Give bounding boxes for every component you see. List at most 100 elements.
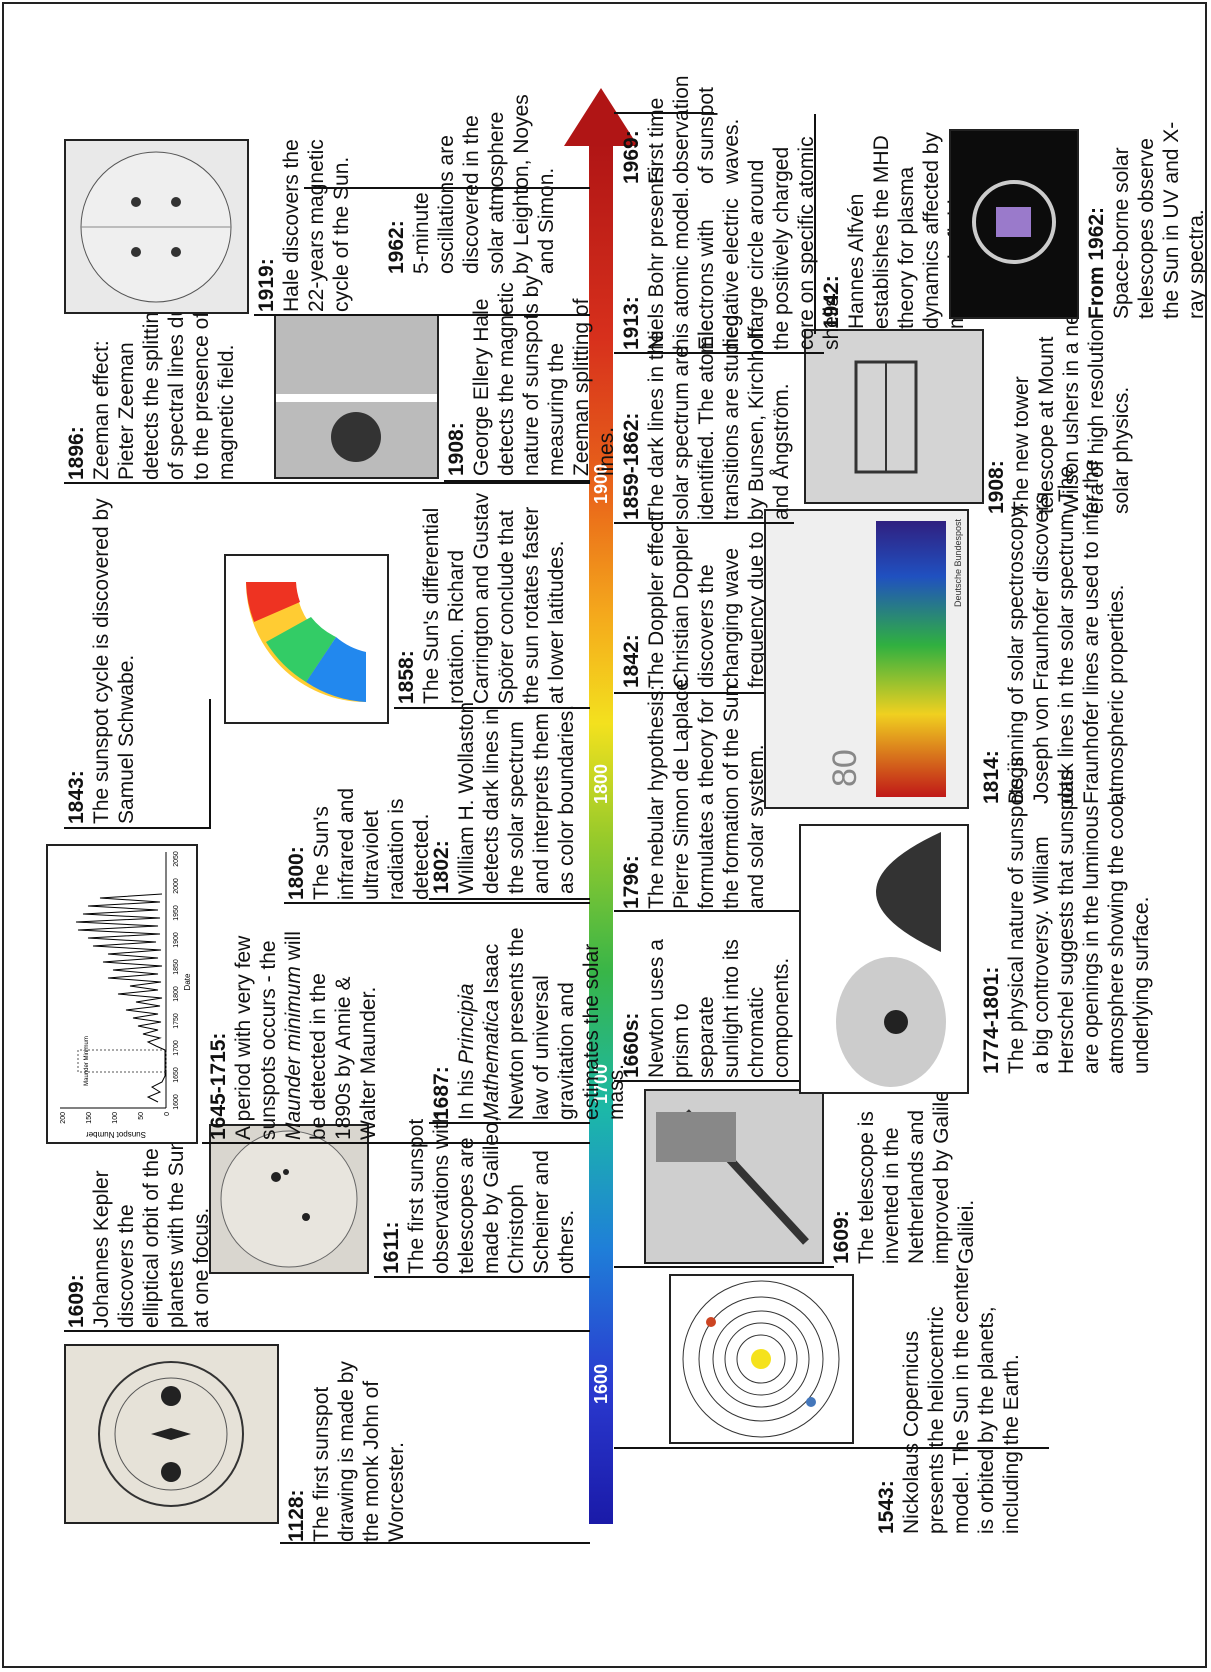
- event-1962-oscillations: 1962: 5-minute oscillations are discover…: [384, 84, 559, 274]
- event-year: From 1962:: [1085, 206, 1108, 319]
- connector-line: [64, 827, 209, 829]
- event-1687: 1687: In his Principia Mathematica Isaac…: [429, 920, 629, 1120]
- event-1969: 1969: First time observation of sunspot …: [619, 69, 744, 184]
- event-year: 1919:: [255, 258, 278, 312]
- chart-xtick: 2050: [173, 851, 180, 867]
- event-text: Hale discovers the 22-years magnetic cyc…: [280, 139, 353, 312]
- event-text: First time observation of sunspot waves.: [645, 75, 743, 184]
- event-text: The sunspot cycle is discovered by Samue…: [90, 498, 138, 824]
- event-text: 5-minute oscillations are discovered in …: [410, 94, 558, 274]
- event-text: The nebular hypothesis: Pierre Simon de …: [645, 679, 768, 909]
- connector-line: [814, 114, 816, 334]
- event-text: Space-borne solar telescopes observe the…: [1110, 121, 1207, 319]
- event-from-1962: From 1962: Space-borne solar telescopes …: [1084, 119, 1207, 319]
- chart-xtick: 1700: [173, 1040, 180, 1056]
- event-text: The Sun's infrared and ultraviolet radia…: [310, 787, 433, 900]
- event-1896: 1896: Zeeman effect: Pieter Zeeman detec…: [64, 285, 239, 480]
- connector-line: [614, 522, 794, 524]
- event-text: Zeeman effect: Pieter Zeeman detects the…: [90, 293, 238, 480]
- heliocentric-model-image: [669, 1274, 854, 1444]
- event-1543: 1543: Nickolaus Copernicus presents the …: [874, 1254, 1024, 1534]
- event-text: A period with very few sunspots occurs -…: [232, 935, 280, 1140]
- event-year: 1611:: [380, 1221, 403, 1274]
- event-year: 1908:: [445, 422, 468, 476]
- tick-1800: 1800: [591, 763, 611, 805]
- event-year: 1843:: [65, 770, 88, 824]
- event-text: The physical nature of sunspots is a big…: [1005, 756, 1153, 1074]
- stamp-value: 80: [826, 749, 864, 787]
- event-text: Newton uses a prism to separate sunlight…: [645, 939, 793, 1078]
- chart-xtick: 1850: [173, 959, 180, 975]
- event-1919: 1919: Hale discovers the 22-years magnet…: [254, 137, 354, 312]
- connector-line: [444, 480, 590, 482]
- event-text: The first sunspot drawing is made by the…: [310, 1361, 408, 1542]
- connector-line: [254, 314, 590, 316]
- chart-xtick: 1800: [173, 986, 180, 1002]
- event-1609-telescope: 1609: The telescope is invented in the N…: [829, 1069, 979, 1264]
- event-1796: 1796: The nebular hypothesis: Pierre Sim…: [619, 679, 769, 909]
- event-1843: 1843: The sunspot cycle is discovered by…: [64, 494, 139, 824]
- event-1645-1715: 1645-1715: A period with very few sunspo…: [206, 930, 381, 1140]
- chart-xtick: 1600: [173, 1094, 180, 1110]
- event-year: 1796:: [620, 855, 643, 909]
- event-1858: 1858: The Sun's differential rotation. R…: [394, 489, 569, 704]
- event-text: George Ellery Hale detects the magnetic …: [470, 275, 618, 476]
- event-year: 1609:: [65, 1274, 88, 1328]
- chart-xtick: 2000: [173, 878, 180, 894]
- magnetic-cycle-image: [64, 139, 249, 314]
- event-year: 1802:: [430, 840, 453, 894]
- fraunhofer-stamp-image: 80 Deutsche Bundespost: [764, 509, 969, 809]
- tower-telescope-image: [804, 329, 984, 504]
- event-year: 1128:: [285, 1489, 308, 1542]
- connector-line: [429, 898, 590, 900]
- event-year: 1645-1715:: [207, 1032, 230, 1140]
- event-1942: 1942: Hannes Alfvén establishes the MHD …: [819, 119, 969, 329]
- chart-ytick: 150: [86, 1112, 93, 1124]
- event-1128: 1128: The first sunspot drawing is made …: [284, 1342, 409, 1542]
- sunspot-number-chart: Sunspot Number Date 0 50 100 150 200 160…: [46, 844, 198, 1144]
- stamp-caption: Deutsche Bundespost: [953, 518, 963, 607]
- event-1800: 1800: The Sun's infrared and ultraviolet…: [284, 730, 434, 900]
- connector-line: [429, 1122, 590, 1124]
- connector-line: [64, 1330, 590, 1332]
- differential-rotation-image: [224, 554, 389, 724]
- chart-xlabel: Date: [183, 973, 192, 990]
- connector-line: [614, 352, 824, 354]
- event-text: The new tower telescope at Mount Wilson …: [1010, 298, 1133, 514]
- event-text: William H. Wollaston detects dark lines …: [455, 701, 578, 894]
- event-year: 1858:: [395, 650, 418, 704]
- chart-ylabel: Sunspot Number: [86, 1130, 146, 1139]
- event-text-emphasis: Maunder minimum: [282, 966, 305, 1140]
- space-telescope-image: [949, 129, 1079, 319]
- zeeman-spectrum-image: [274, 314, 439, 479]
- timeline-canvas: 1600 1700 1800 1900 1128: The first suns…: [44, 64, 1205, 1564]
- event-text: The telescope is invented in the Netherl…: [855, 1078, 978, 1264]
- event-1908-hale: 1908: George Ellery Hale detects the mag…: [444, 261, 619, 476]
- event-year: 1543:: [875, 1480, 898, 1534]
- event-text: Nickolaus Copernicus presents the helioc…: [900, 1264, 1023, 1534]
- connector-line: [284, 902, 590, 904]
- chart-ytick: 50: [138, 1112, 145, 1120]
- connector-line: [614, 910, 799, 912]
- event-1609-kepler: 1609: Johannes Kepler discovers the elli…: [64, 1133, 214, 1328]
- sunspot-drawing-image: [64, 1344, 279, 1524]
- chart-xtick: 1750: [173, 1013, 180, 1029]
- event-text: The first sunspot observations with tele…: [405, 1111, 578, 1274]
- herschel-sunspot-image: [799, 824, 969, 1094]
- event-text: The Sun's differential rotation. Richard…: [420, 492, 568, 704]
- sunspot-disk-image: [209, 1124, 369, 1274]
- connector-line: [614, 1266, 834, 1268]
- chart-xtick: 1950: [173, 905, 180, 921]
- event-year: 1800:: [285, 846, 308, 900]
- event-year: 1942:: [820, 275, 843, 329]
- chart-xtick: 1650: [173, 1067, 180, 1083]
- connector-line: [202, 1142, 590, 1144]
- event-year: 1660s:: [620, 1012, 643, 1078]
- connector-line: [64, 482, 590, 484]
- event-1660s: 1660s: Newton uses a prism to separate s…: [619, 928, 794, 1078]
- event-1802: 1802: William H. Wollaston detects dark …: [429, 694, 579, 894]
- chart-xtick: 1900: [173, 932, 180, 948]
- maunder-annotation: Maunder Minimum: [84, 1036, 90, 1086]
- telescope-engraving-image: [644, 1089, 824, 1264]
